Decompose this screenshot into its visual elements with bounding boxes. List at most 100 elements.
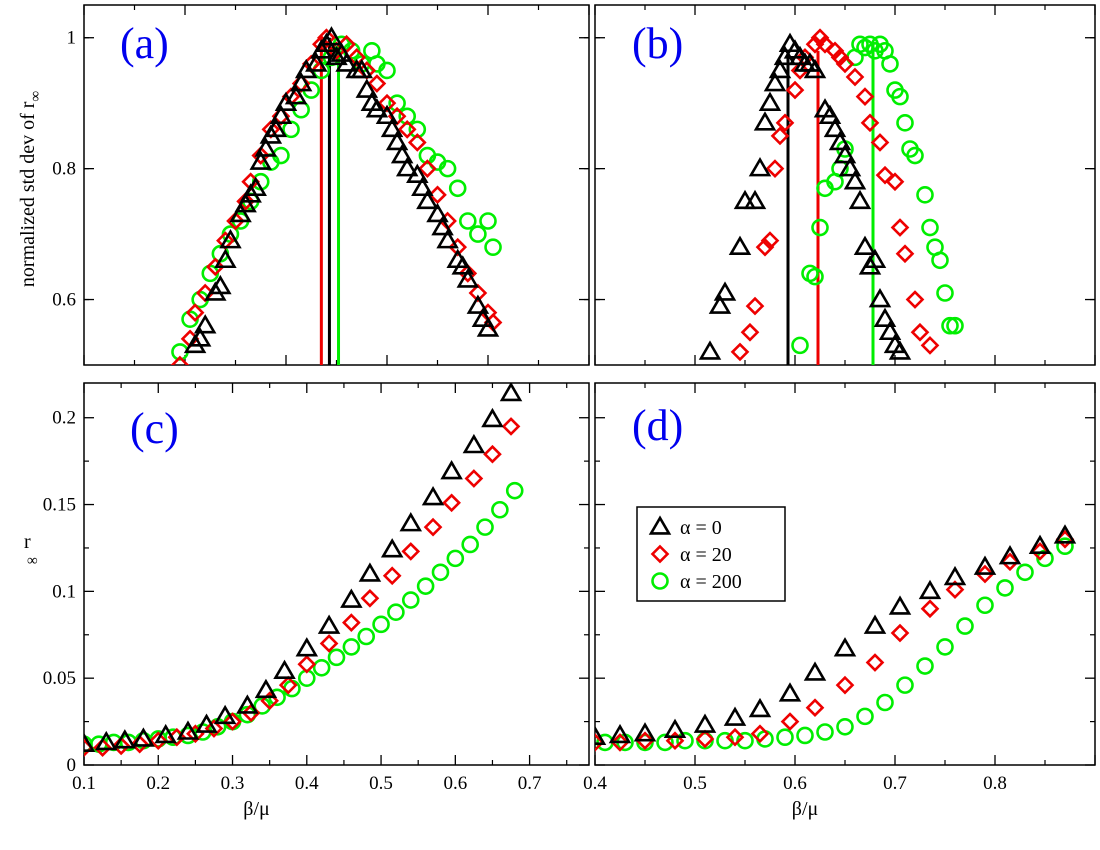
data-point xyxy=(458,212,477,230)
data-point xyxy=(132,727,155,747)
data-point xyxy=(790,61,810,80)
data-point xyxy=(776,728,794,747)
y-tick-label: 0.6 xyxy=(52,290,76,311)
data-point xyxy=(350,58,374,79)
data-point xyxy=(451,255,475,275)
data-point xyxy=(456,268,480,288)
data-point xyxy=(360,588,380,608)
data-point xyxy=(289,71,313,92)
data-point xyxy=(873,307,897,327)
data-point xyxy=(426,202,449,223)
data-point xyxy=(213,704,237,725)
data-point xyxy=(428,185,447,205)
data-point xyxy=(111,736,131,756)
data-point xyxy=(853,235,877,255)
data-point xyxy=(878,320,902,341)
data-point xyxy=(931,251,949,270)
data-point xyxy=(768,58,792,79)
data-point xyxy=(408,120,427,139)
data-point xyxy=(431,215,454,236)
data-point xyxy=(418,159,437,178)
y-tick-label: 0.8 xyxy=(52,159,76,180)
data-point xyxy=(401,591,420,609)
data-point xyxy=(499,383,523,402)
data-point xyxy=(421,486,445,506)
data-point xyxy=(253,697,272,715)
legend-marker xyxy=(650,544,670,564)
data-point xyxy=(297,654,317,674)
data-point xyxy=(888,340,912,360)
data-point xyxy=(93,738,112,757)
data-point xyxy=(805,698,825,718)
data-point xyxy=(284,85,308,105)
data-point xyxy=(896,676,914,694)
data-point xyxy=(750,724,770,744)
data-point xyxy=(770,126,790,146)
data-point xyxy=(905,290,925,309)
data-point xyxy=(476,518,494,536)
data-point xyxy=(355,78,379,98)
data-point xyxy=(753,111,777,131)
data-point xyxy=(920,599,940,619)
data-point xyxy=(382,566,402,586)
data-point xyxy=(170,355,190,365)
data-point xyxy=(865,653,885,672)
data-point xyxy=(193,314,217,334)
data-point xyxy=(234,193,257,213)
data-point xyxy=(319,634,339,653)
x-tick-label: 0.7 xyxy=(883,773,907,794)
data-point xyxy=(195,713,218,733)
data-point xyxy=(416,189,439,210)
y-tick-label: 0 xyxy=(67,755,77,776)
x-tick-label: 0.1 xyxy=(72,773,96,794)
panel-d: 0.4 0.5 0.6 0.7 0.8 β/μ (d) α = 0 α = 20 α = 200 xyxy=(583,382,1096,820)
data-point xyxy=(176,720,200,740)
x-tick-label: 0.8 xyxy=(983,773,1007,794)
data-point xyxy=(505,481,524,500)
data-point xyxy=(796,726,814,745)
data-point xyxy=(895,244,915,264)
data-point xyxy=(440,459,463,480)
data-point xyxy=(916,186,934,204)
data-point xyxy=(226,211,245,231)
data-point xyxy=(828,130,852,151)
data-point xyxy=(244,176,267,197)
data-point xyxy=(881,55,899,73)
data-point xyxy=(730,342,750,362)
data-point xyxy=(745,296,765,316)
data-point xyxy=(998,545,1022,565)
data-point xyxy=(395,157,419,177)
data-point xyxy=(431,563,450,582)
data-point xyxy=(856,707,874,726)
data-point xyxy=(501,417,521,436)
data-point xyxy=(148,731,168,751)
data-point xyxy=(357,627,376,646)
panel-b: (b) xyxy=(594,4,1096,366)
data-point xyxy=(728,235,752,255)
data-point xyxy=(803,661,827,681)
data-point xyxy=(665,731,685,751)
x-axis-label: β/μ xyxy=(243,798,269,820)
data-point xyxy=(330,42,353,62)
y-axis-label-sub: ∞ xyxy=(27,553,38,569)
data-point xyxy=(823,117,847,138)
x-tick-label: 0.3 xyxy=(221,773,245,794)
data-point xyxy=(367,74,387,93)
data-point xyxy=(204,719,224,738)
data-point xyxy=(295,637,319,657)
legend-label: α = 200 xyxy=(680,571,742,593)
data-point xyxy=(785,80,805,100)
data-point xyxy=(423,517,443,537)
data-point xyxy=(469,225,487,243)
data-point xyxy=(406,163,429,183)
data-point xyxy=(461,535,479,554)
data-point xyxy=(407,133,427,152)
data-point xyxy=(260,691,280,711)
data-point xyxy=(860,113,880,133)
data-point xyxy=(464,469,484,488)
data-point xyxy=(663,718,687,739)
data-point xyxy=(635,731,655,751)
data-point xyxy=(818,104,842,125)
data-point xyxy=(278,675,298,695)
x-tick-label: 0.2 xyxy=(146,773,170,794)
